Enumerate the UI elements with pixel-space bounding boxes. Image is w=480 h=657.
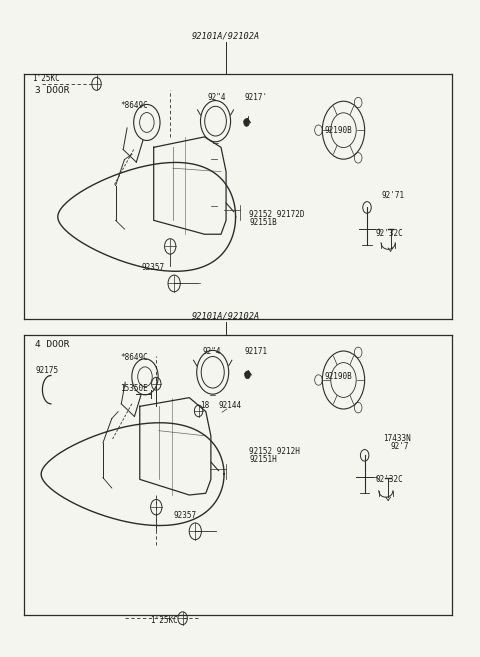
Text: 92"4: 92"4	[207, 93, 226, 102]
Text: 15350E: 15350E	[120, 384, 148, 393]
Text: 1'25KC: 1'25KC	[32, 74, 60, 83]
Text: 92101A/92102A: 92101A/92102A	[192, 31, 260, 40]
Text: 92'71: 92'71	[381, 191, 404, 200]
Text: 4 DOOR: 4 DOOR	[36, 340, 70, 349]
Text: 18: 18	[200, 401, 209, 410]
Circle shape	[244, 119, 250, 126]
Circle shape	[245, 371, 251, 378]
Text: 9217': 9217'	[245, 93, 268, 102]
Text: 92152 9212H: 92152 9212H	[250, 447, 300, 456]
Text: 92175: 92175	[36, 366, 59, 375]
Text: *8649C: *8649C	[120, 101, 148, 110]
Text: 1'25KC: 1'25KC	[151, 616, 179, 625]
Text: 92'7: 92'7	[391, 442, 409, 451]
Text: 92"4: 92"4	[203, 346, 221, 355]
Text: 92144: 92144	[219, 401, 242, 410]
Text: 92171: 92171	[245, 346, 268, 355]
Text: 92'32C: 92'32C	[375, 229, 403, 238]
Text: 92357: 92357	[141, 263, 164, 272]
Text: 92151H: 92151H	[250, 455, 277, 464]
Text: 92190B: 92190B	[324, 126, 352, 135]
Text: *8649C: *8649C	[120, 353, 148, 362]
Text: 92190B: 92190B	[324, 373, 352, 381]
Text: 92357: 92357	[173, 511, 196, 520]
Text: 92151B: 92151B	[250, 217, 277, 227]
Text: 02'32C: 02'32C	[375, 475, 403, 484]
Text: 92101A/92102A: 92101A/92102A	[192, 311, 260, 320]
Text: 92152 92172D: 92152 92172D	[250, 210, 305, 219]
Text: 17433N: 17433N	[384, 434, 411, 443]
Text: 3 DOOR: 3 DOOR	[36, 86, 70, 95]
